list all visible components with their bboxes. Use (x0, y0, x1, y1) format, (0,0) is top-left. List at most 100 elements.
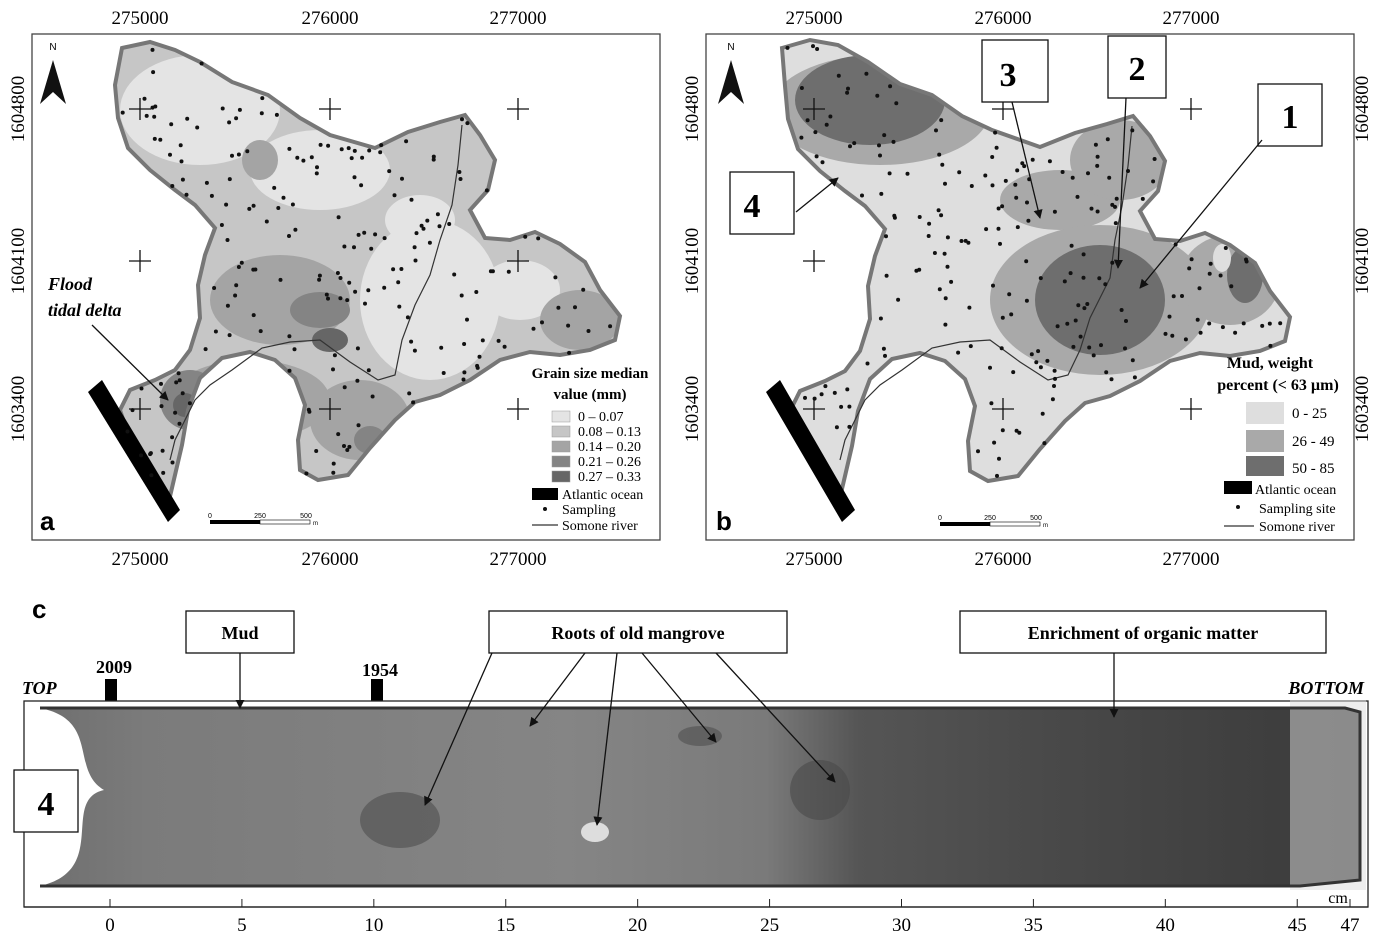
sampling-dot (865, 361, 870, 366)
sampling-dot (984, 227, 989, 232)
sampling-dot (233, 293, 238, 298)
sampling-dot (213, 329, 218, 334)
sampling-dot (940, 162, 945, 167)
sampling-dot (1095, 154, 1100, 159)
axis-tick-label: 30 (892, 915, 911, 936)
sampling-dot (326, 296, 330, 301)
sampling-dot (1014, 428, 1019, 433)
sampling-dot (352, 245, 356, 250)
sampling-dot (419, 223, 424, 228)
legend-a-river: Somone river (562, 519, 638, 534)
sampling-dot (209, 193, 214, 198)
sampling-dot (336, 215, 341, 220)
sampling-dot (1024, 298, 1029, 303)
sampling-dot (366, 288, 371, 293)
sampling-dot (149, 473, 154, 478)
sampling-dot (439, 345, 444, 350)
sampling-dot (1171, 294, 1176, 299)
sampling-dot (199, 61, 204, 66)
sampling-dot (474, 290, 479, 294)
sampling-dot (151, 70, 156, 75)
sampling-dot (999, 346, 1004, 351)
sampling-dot (287, 334, 292, 339)
root-patch-4 (790, 760, 850, 820)
sampling-dot (847, 424, 852, 429)
left-tick-a-1: 1604800 (8, 76, 29, 143)
sampling-dot (1087, 345, 1092, 350)
sampling-dot (387, 169, 392, 174)
sampling-dot (352, 175, 357, 180)
sampling-dot (884, 234, 888, 239)
svg-text:2: 2 (1129, 51, 1146, 88)
sampling-dot (425, 218, 430, 223)
sampling-dot (943, 181, 947, 186)
legend-a-class-4: 0.21 – 0.26 (578, 455, 641, 470)
sampling-dot (1020, 161, 1025, 166)
sampling-dot (177, 421, 182, 426)
sampling-dot (382, 285, 387, 290)
legend-b-title2: percent (< 63 µm) (1217, 377, 1339, 394)
sampling-dot (1036, 349, 1041, 354)
sampling-dot (785, 45, 790, 50)
sampling-dot (1003, 178, 1008, 183)
grid-crosses-b (803, 98, 1202, 420)
sampling-dot (1024, 259, 1029, 264)
sampling-dot (1034, 360, 1039, 365)
grid-crosses-a (129, 98, 529, 420)
scale-a-500: 500 (300, 513, 312, 520)
sampling-dot (317, 277, 322, 282)
sampling-dot (881, 346, 886, 351)
sampling-dot (914, 268, 919, 273)
sampling-dot (997, 456, 1001, 461)
sampling-dot (1038, 276, 1043, 281)
scale-b-500: 500 (1030, 515, 1042, 522)
sampling-dot (884, 273, 889, 278)
axis-unit: cm (1328, 890, 1348, 907)
sampling-dot (236, 265, 241, 269)
sampling-dot (939, 213, 944, 218)
sampling-dot (1045, 358, 1050, 363)
sampling-dot (1026, 218, 1031, 223)
sampling-dot (976, 449, 980, 454)
axis-tick-label: 47 (1341, 915, 1360, 936)
sampling-dot (369, 246, 374, 251)
sampling-dot (882, 133, 887, 138)
sampling-dot (227, 120, 232, 125)
sampling-dot (170, 184, 175, 188)
mud-box (185, 610, 295, 654)
sampling-dot (355, 346, 360, 351)
sampling-dot (276, 206, 281, 210)
sampling-dot (799, 86, 804, 90)
sampling-dot (462, 370, 467, 375)
sampling-dot (1223, 246, 1228, 250)
sampling-dot (1229, 284, 1234, 289)
top-tick-a-2: 276000 (302, 8, 359, 29)
sampling-dot (397, 304, 402, 309)
sampling-dot (1113, 221, 1118, 226)
sampling-dot (1130, 358, 1135, 363)
sampling-dot (845, 90, 850, 95)
sampling-dot (1220, 325, 1225, 330)
sampling-dot (272, 185, 277, 190)
sampling-dot (1015, 225, 1020, 230)
sampling-dot (1105, 137, 1110, 142)
sampling-dot (846, 86, 850, 91)
sampling-dot (932, 251, 937, 255)
sampling-dot (150, 105, 155, 110)
sampling-dot (480, 338, 485, 343)
marker-1954 (371, 679, 383, 701)
sampling-dot (937, 152, 942, 157)
sampling-dot (185, 116, 190, 121)
ocean-b (766, 380, 855, 522)
sampling-dot (1119, 308, 1124, 312)
sampling-dot (227, 177, 232, 182)
sampling-dot (160, 448, 165, 453)
svg-text:3: 3 (1000, 57, 1017, 94)
sampling-dot (1062, 279, 1067, 284)
sampling-dot (203, 347, 208, 352)
sampling-dot (1180, 294, 1184, 298)
sampling-dot (148, 452, 153, 457)
sampling-dot (1089, 206, 1094, 211)
sampling-dot (845, 387, 850, 392)
sampling-dot (370, 394, 375, 399)
